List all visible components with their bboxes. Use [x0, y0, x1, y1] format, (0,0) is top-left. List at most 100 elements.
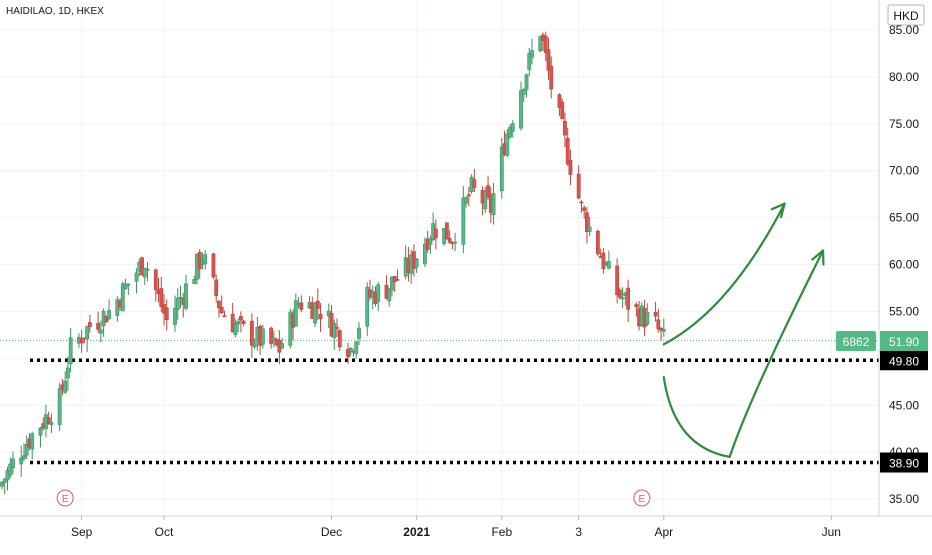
candle[interactable]: [280, 337, 285, 350]
candle[interactable]: [376, 282, 381, 312]
candle[interactable]: [249, 313, 254, 358]
candle[interactable]: [145, 261, 150, 282]
candle[interactable]: [433, 219, 438, 250]
candle[interactable]: [335, 318, 339, 338]
candle[interactable]: [63, 371, 68, 395]
candle[interactable]: [38, 426, 43, 448]
candle[interactable]: [348, 347, 353, 357]
candle[interactable]: [98, 320, 103, 343]
candle[interactable]: [354, 340, 359, 359]
candle[interactable]: [585, 207, 589, 244]
earnings-marker[interactable]: E: [633, 489, 651, 507]
candle[interactable]: [472, 169, 477, 193]
candle[interactable]: [178, 285, 183, 309]
candlesticks[interactable]: [0, 31, 666, 494]
candle[interactable]: [557, 93, 562, 116]
candle[interactable]: [126, 283, 131, 295]
candle[interactable]: [587, 216, 592, 237]
candle[interactable]: [192, 275, 197, 284]
candle[interactable]: [483, 186, 488, 213]
candle[interactable]: [510, 120, 515, 138]
candle[interactable]: [661, 318, 666, 337]
candle[interactable]: [269, 326, 274, 349]
candle[interactable]: [241, 319, 246, 327]
candle[interactable]: [508, 124, 512, 140]
candle[interactable]: [85, 325, 90, 353]
candle[interactable]: [175, 288, 180, 320]
candle[interactable]: [601, 248, 606, 274]
candle[interactable]: [87, 314, 92, 333]
candle[interactable]: [217, 300, 221, 318]
candle[interactable]: [19, 445, 24, 477]
candle[interactable]: [211, 252, 216, 280]
candle[interactable]: [104, 315, 109, 323]
candle[interactable]: [615, 258, 620, 304]
candle[interactable]: [595, 229, 600, 257]
candle[interactable]: [49, 413, 54, 434]
candle[interactable]: [626, 279, 631, 323]
candle[interactable]: [293, 293, 298, 327]
candle[interactable]: [30, 431, 35, 460]
candle[interactable]: [653, 301, 658, 322]
candle[interactable]: [486, 175, 490, 200]
candle[interactable]: [260, 324, 265, 349]
candle[interactable]: [538, 35, 543, 53]
candle[interactable]: [332, 319, 337, 351]
candle[interactable]: [579, 200, 584, 213]
candle[interactable]: [543, 31, 548, 62]
candle[interactable]: [390, 276, 394, 297]
candle[interactable]: [466, 186, 471, 207]
candle[interactable]: [134, 268, 139, 294]
candle[interactable]: [387, 287, 392, 307]
candle[interactable]: [527, 47, 532, 77]
candle[interactable]: [521, 88, 526, 103]
candle[interactable]: [107, 299, 111, 321]
candle[interactable]: [346, 342, 350, 364]
candle[interactable]: [620, 287, 625, 309]
candle[interactable]: [140, 256, 144, 276]
candle[interactable]: [422, 237, 427, 268]
candle[interactable]: [96, 311, 101, 333]
candle[interactable]: [499, 137, 504, 199]
candle[interactable]: [153, 268, 158, 302]
candle[interactable]: [230, 302, 235, 333]
candle[interactable]: [576, 165, 581, 200]
candle[interactable]: [549, 56, 554, 99]
candle[interactable]: [173, 295, 177, 332]
candle[interactable]: [524, 73, 529, 98]
candle[interactable]: [634, 302, 639, 317]
candle[interactable]: [79, 329, 84, 353]
candle[interactable]: [203, 250, 208, 270]
candle[interactable]: [219, 295, 224, 315]
candle[interactable]: [357, 322, 361, 346]
candle[interactable]: [313, 301, 317, 328]
candle[interactable]: [519, 81, 523, 131]
candle[interactable]: [491, 182, 496, 225]
earnings-marker[interactable]: E: [56, 489, 74, 507]
candle[interactable]: [318, 303, 323, 332]
candle[interactable]: [184, 274, 188, 311]
candle[interactable]: [299, 295, 304, 313]
candle[interactable]: [46, 411, 51, 425]
candle[interactable]: [659, 327, 663, 341]
candle[interactable]: [115, 295, 120, 322]
candle[interactable]: [546, 37, 551, 80]
candle[interactable]: [233, 319, 238, 338]
candle[interactable]: [8, 457, 13, 479]
candle[interactable]: [568, 149, 573, 186]
candle[interactable]: [214, 274, 219, 303]
candle[interactable]: [11, 451, 15, 475]
candle[interactable]: [57, 382, 62, 432]
candle[interactable]: [392, 276, 397, 293]
candle[interactable]: [120, 281, 125, 312]
candle[interactable]: [414, 258, 419, 273]
candle[interactable]: [560, 98, 565, 120]
candle[interactable]: [606, 250, 611, 270]
candle[interactable]: [123, 278, 128, 290]
candle[interactable]: [447, 230, 452, 244]
candle[interactable]: [582, 205, 587, 219]
candle[interactable]: [315, 288, 320, 321]
candle[interactable]: [656, 308, 661, 333]
candle[interactable]: [236, 318, 241, 333]
candle[interactable]: [505, 129, 510, 158]
